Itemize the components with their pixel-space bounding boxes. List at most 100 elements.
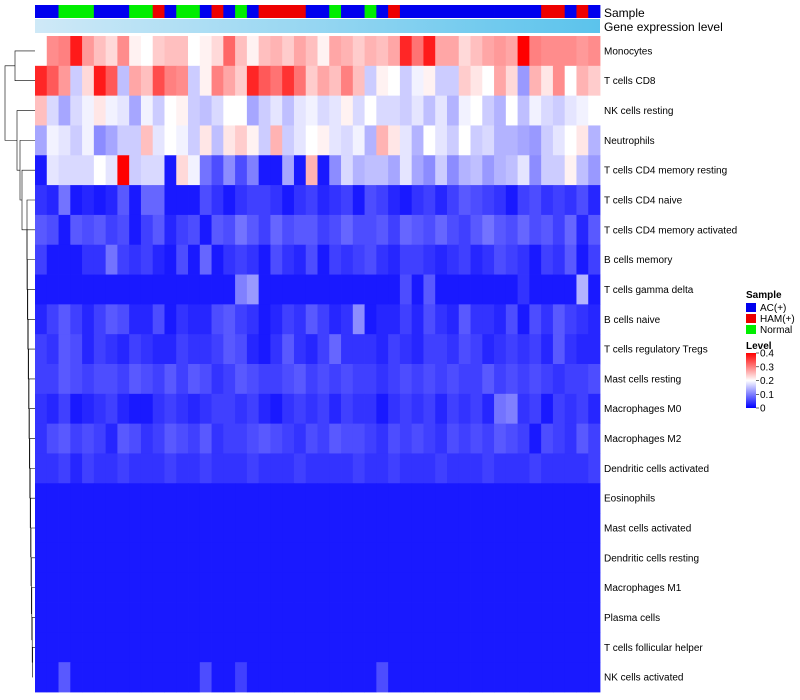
heatmap-cell: [505, 483, 518, 514]
heatmap-cell: [541, 483, 554, 514]
heatmap-cell: [164, 542, 177, 574]
heatmap-cell: [399, 244, 413, 275]
heatmap-cell: [58, 483, 71, 514]
heatmap-cell: [58, 65, 71, 97]
heatmap-cell: [176, 304, 189, 335]
heatmap-cell: [482, 95, 495, 126]
heatmap-cell: [117, 214, 130, 246]
sample-cell: [35, 5, 48, 18]
row-label: NK cells resting: [604, 106, 673, 117]
heatmap-cell: [58, 244, 71, 275]
heatmap-cell: [58, 155, 71, 186]
sample-cell: [564, 5, 577, 18]
sample-cell: [293, 5, 307, 18]
heatmap-cell: [505, 65, 518, 97]
heatmap-cell: [58, 36, 71, 67]
heatmap-cell: [46, 65, 59, 97]
heatmap-cell: [164, 244, 177, 275]
heatmap-cell: [588, 602, 601, 633]
heatmap-cell: [388, 572, 401, 603]
heatmap-cell: [352, 572, 365, 603]
heatmap-cell: [541, 393, 554, 425]
row-label: Macrophages M1: [604, 583, 682, 594]
heatmap-cell: [470, 542, 483, 574]
heatmap-cell: [564, 393, 577, 425]
heatmap-cell: [164, 95, 177, 126]
heatmap-cell: [388, 364, 401, 395]
heatmap-cell: [223, 453, 236, 484]
row-label: NK cells activated: [604, 673, 683, 684]
heatmap-cell: [482, 364, 495, 395]
sample-legend-title: Sample: [746, 290, 782, 301]
heatmap-cell: [58, 513, 71, 544]
heatmap-cell: [176, 125, 189, 156]
heatmap-cell: [458, 423, 471, 454]
heatmap-cell: [517, 364, 530, 395]
heatmap-cell: [494, 155, 507, 186]
heatmap-cell: [411, 513, 424, 544]
heatmap-cell: [564, 125, 577, 156]
row-label: Macrophages M2: [604, 434, 682, 445]
heatmap-cell: [140, 423, 154, 454]
heatmap-cell: [552, 602, 566, 633]
heatmap-cell: [364, 65, 377, 97]
heatmap-cell: [552, 125, 566, 156]
heatmap-cell: [293, 662, 307, 693]
heatmap-cell: [352, 483, 365, 514]
heatmap-cell: [164, 602, 177, 633]
heatmap-cell: [411, 244, 424, 275]
level-tick-label: 0.2: [760, 376, 774, 387]
heatmap-cell: [152, 572, 165, 603]
heatmap-cell: [576, 65, 589, 97]
sample-cell: [364, 5, 377, 18]
sample-cell: [282, 5, 295, 18]
heatmap-cell: [235, 185, 248, 216]
heatmap-cell: [176, 36, 189, 67]
heatmap-cell: [317, 244, 330, 275]
legend-swatch-normal: [746, 325, 756, 334]
heatmap-cell: [282, 364, 295, 395]
heatmap-cell: [35, 453, 48, 484]
heatmap-cell: [152, 602, 165, 633]
heatmap-cell: [46, 304, 59, 335]
heatmap-cell: [176, 632, 189, 663]
heatmap-cell: [282, 214, 295, 246]
legend-swatch-ac: [746, 303, 756, 312]
heatmap-cell: [529, 393, 542, 425]
heatmap-cell: [246, 274, 260, 305]
heatmap-cell: [70, 602, 83, 633]
heatmap-cell: [529, 185, 542, 216]
heatmap-cell: [93, 95, 107, 126]
heatmap-cell: [564, 185, 577, 216]
heatmap-cell: [435, 513, 448, 544]
heatmap-cell: [46, 453, 59, 484]
heatmap-cell: [517, 155, 530, 186]
heatmap-cell: [211, 304, 224, 335]
heatmap-cell: [164, 453, 177, 484]
heatmap-cell: [482, 513, 495, 544]
heatmap-cell: [341, 65, 354, 97]
heatmap-cell: [246, 244, 260, 275]
heatmap-cell: [35, 214, 48, 246]
heatmap-cell: [517, 125, 530, 156]
gene-expression-annotation-bar: [35, 19, 600, 33]
heatmap-cell: [376, 125, 389, 156]
heatmap-cell: [388, 95, 401, 126]
heatmap-cell: [235, 393, 248, 425]
heatmap-cell: [399, 453, 413, 484]
level-color-bar: [746, 353, 756, 408]
heatmap-cell: [329, 453, 342, 484]
heatmap-cell: [70, 364, 83, 395]
heatmap-cell: [352, 304, 365, 335]
heatmap-cell: [376, 542, 389, 574]
heatmap-cell: [505, 155, 518, 186]
heatmap-cell: [494, 542, 507, 574]
heatmap-cell: [282, 602, 295, 633]
heatmap-cell: [270, 662, 283, 693]
heatmap-cell: [188, 632, 201, 663]
heatmap-cell: [411, 36, 424, 67]
heatmap-cell: [305, 572, 318, 603]
heatmap-cell: [317, 65, 330, 97]
heatmap-cell: [117, 274, 130, 305]
heatmap-cell: [505, 632, 518, 663]
